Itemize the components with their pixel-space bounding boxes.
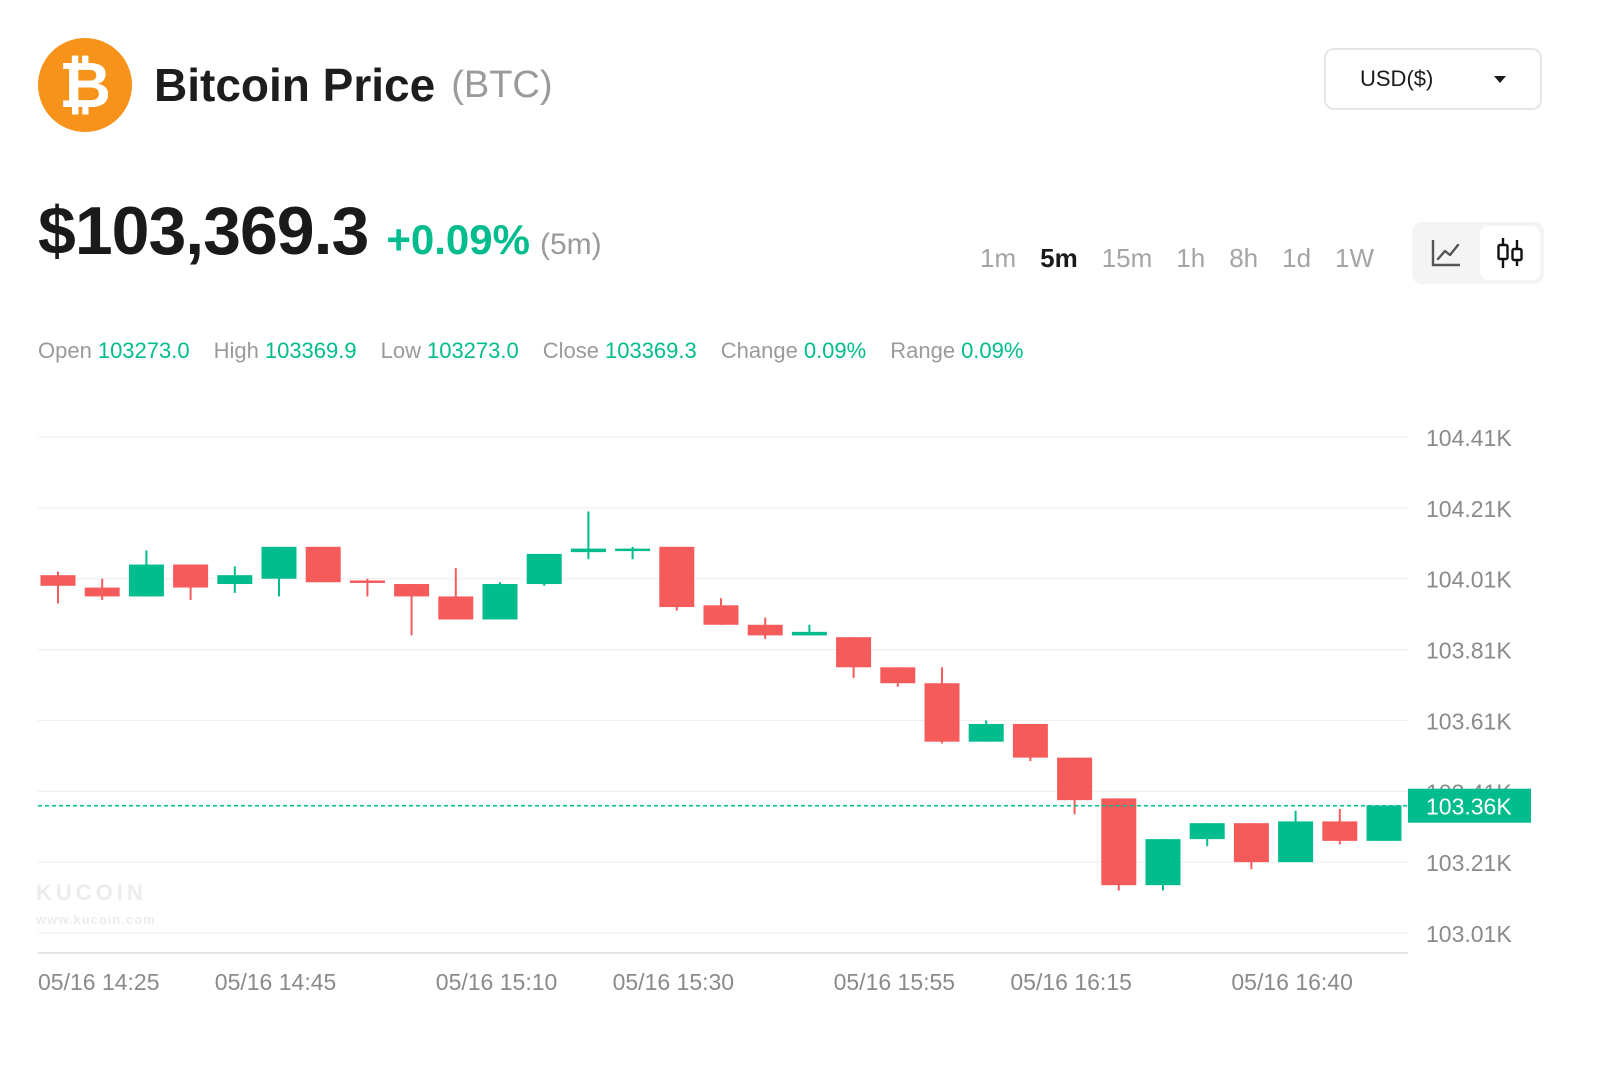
x-tick-label: 05/16 14:25 bbox=[38, 969, 160, 995]
stat-label: High bbox=[213, 338, 259, 363]
candle-down bbox=[1057, 757, 1093, 801]
candle-down bbox=[836, 637, 872, 668]
y-tick-label: 104.01K bbox=[1426, 567, 1512, 593]
bitcoin-logo-icon: ₿ bbox=[38, 38, 132, 132]
timeframe-tabs: 1m 5m 15m 1h 8h 1d 1W bbox=[980, 243, 1398, 274]
stat-label: Low bbox=[380, 338, 421, 363]
stat-range: Range 0.09% bbox=[890, 338, 1023, 364]
currency-selected-label: USD($) bbox=[1360, 66, 1434, 91]
current-price-tag bbox=[1408, 788, 1531, 823]
watermark-name: KUCOIN bbox=[36, 880, 147, 905]
tab-15m[interactable]: 15m bbox=[1101, 243, 1153, 273]
line-chart-button[interactable] bbox=[1416, 226, 1476, 280]
candle-down bbox=[1101, 798, 1137, 886]
tab-1m[interactable]: 1m bbox=[980, 243, 1017, 273]
page-title: Bitcoin Price bbox=[154, 59, 436, 111]
price-row: $103,369.3 +0.09% (5m) bbox=[38, 192, 602, 270]
candle-down bbox=[880, 667, 916, 684]
candle-up bbox=[1145, 839, 1181, 886]
x-tick-label: 05/16 15:10 bbox=[436, 969, 558, 995]
candlestick-chart[interactable]: 104.41K104.21K104.01K103.81K103.61K103.4… bbox=[0, 400, 1598, 1020]
stat-high: High 103369.9 bbox=[214, 338, 357, 364]
candle-down bbox=[173, 564, 209, 588]
candle-down bbox=[394, 584, 430, 597]
stat-label: Close bbox=[542, 338, 599, 363]
candlestick-button[interactable] bbox=[1480, 226, 1540, 280]
y-tick-label: 104.41K bbox=[1426, 425, 1512, 451]
x-tick-label: 05/16 16:40 bbox=[1231, 969, 1353, 995]
candle-up bbox=[128, 564, 164, 597]
currency-select[interactable]: USD($) bbox=[1324, 48, 1542, 110]
candle-down bbox=[703, 605, 739, 625]
candle-down bbox=[349, 580, 385, 583]
candle-up bbox=[570, 548, 606, 553]
candle-down bbox=[1012, 723, 1048, 758]
change-period: (5m) bbox=[539, 228, 602, 261]
candle-down bbox=[1322, 821, 1358, 841]
stat-change: Change 0.09% bbox=[721, 338, 866, 364]
x-tick-label: 05/16 16:15 bbox=[1010, 969, 1132, 995]
candle-down bbox=[84, 587, 120, 597]
candle-down bbox=[40, 575, 76, 586]
stat-value: 103273.0 bbox=[426, 338, 519, 363]
candle-up bbox=[526, 553, 562, 585]
caret-down-icon bbox=[1494, 76, 1506, 83]
candle-up bbox=[615, 548, 651, 552]
y-tick-label: 103.61K bbox=[1426, 708, 1512, 734]
candle-up bbox=[1366, 805, 1402, 841]
stat-label: Range bbox=[890, 338, 956, 363]
tab-1w[interactable]: 1W bbox=[1335, 243, 1375, 273]
line-chart-icon bbox=[1431, 240, 1460, 267]
bitcoin-glyph: ₿ bbox=[58, 48, 112, 123]
candle-up bbox=[791, 631, 827, 636]
tab-1h[interactable]: 1h bbox=[1176, 243, 1206, 273]
y-tick-label: 103.21K bbox=[1426, 850, 1512, 876]
tab-1d[interactable]: 1d bbox=[1282, 243, 1312, 273]
tab-5m[interactable]: 5m bbox=[1040, 243, 1078, 273]
stat-close: Close 103369.3 bbox=[543, 338, 697, 364]
watermark-url: www.kucoin.com bbox=[36, 912, 156, 927]
candle-down bbox=[438, 596, 474, 620]
y-tick-label: 103.01K bbox=[1426, 921, 1512, 947]
stat-value: 103273.0 bbox=[97, 338, 190, 363]
x-tick-label: 05/16 15:30 bbox=[613, 969, 735, 995]
header: ₿ Bitcoin Price (BTC) bbox=[38, 38, 938, 132]
candle-up bbox=[217, 575, 253, 585]
current-price: $103,369.3 bbox=[38, 193, 369, 269]
candle-up bbox=[482, 584, 518, 620]
stat-low: Low 103273.0 bbox=[381, 338, 519, 364]
x-tick-label: 05/16 15:55 bbox=[834, 969, 956, 995]
ticker-symbol: (BTC) bbox=[451, 63, 553, 106]
candle-down bbox=[747, 624, 783, 636]
candle-up bbox=[1278, 821, 1314, 863]
price-change: +0.09% bbox=[386, 216, 530, 263]
candle-up bbox=[261, 546, 297, 579]
x-tick-label: 05/16 14:45 bbox=[215, 969, 337, 995]
stat-value: 103369.9 bbox=[264, 338, 357, 363]
stat-open: Open 103273.0 bbox=[38, 338, 190, 364]
candle-up bbox=[968, 723, 1004, 742]
y-tick-label: 103.81K bbox=[1426, 638, 1512, 664]
tab-8h[interactable]: 8h bbox=[1229, 243, 1259, 273]
current-price-label: 103.36K bbox=[1426, 794, 1512, 820]
candle-down bbox=[924, 683, 960, 742]
y-tick-label: 104.21K bbox=[1426, 496, 1512, 522]
candlestick-icon bbox=[1497, 238, 1523, 268]
stat-value: 0.09% bbox=[961, 338, 1024, 363]
candle-up bbox=[1189, 823, 1225, 840]
stat-label: Open bbox=[38, 338, 92, 363]
ohlc-stats: Open 103273.0 High 103369.9 Low 103273.0 Cl… bbox=[38, 338, 1047, 364]
candle-down bbox=[659, 546, 695, 608]
candle-down bbox=[305, 546, 341, 583]
stat-value: 103369.3 bbox=[604, 338, 697, 363]
stat-label: Change bbox=[720, 338, 798, 363]
stat-value: 0.09% bbox=[803, 338, 867, 363]
kucoin-watermark: KUCOIN www.kucoin.com bbox=[36, 880, 156, 927]
candle-down bbox=[1233, 823, 1269, 863]
chart-type-toggle bbox=[1412, 222, 1544, 284]
